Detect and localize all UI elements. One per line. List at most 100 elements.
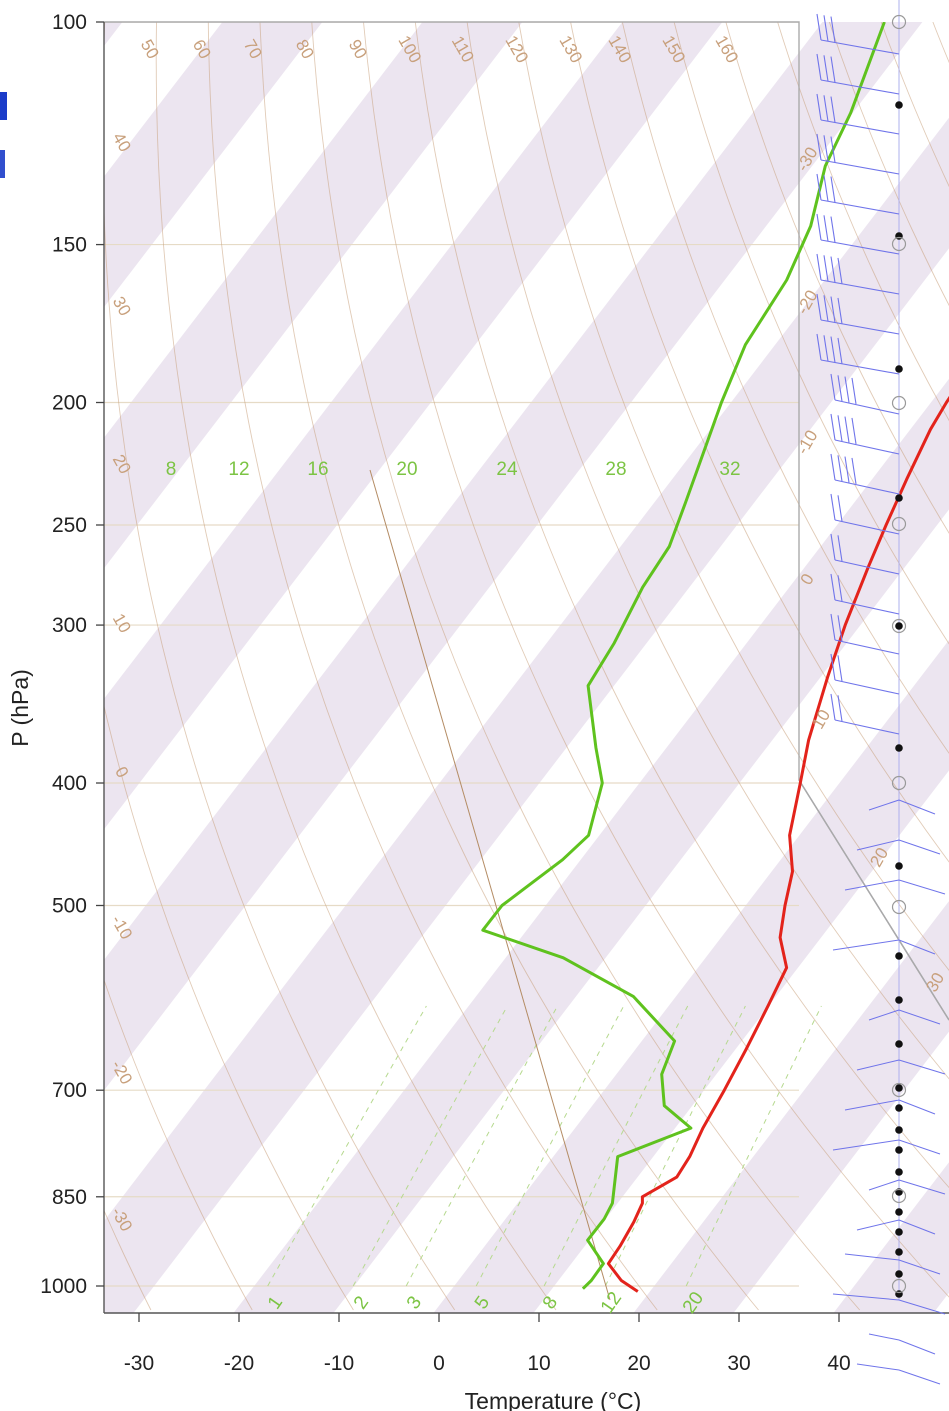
wind-barb-flag [830,373,836,401]
wind-barb-flag [830,296,836,323]
wind-barb-flag [816,133,822,161]
wind-level-dot [895,1228,903,1236]
mixing-ratio-label: 3 [403,1292,426,1313]
wind-barb-flag [816,93,822,121]
y-tick-label: 150 [52,234,87,257]
wind-barb-flag [837,375,843,402]
wind-barb [834,639,900,655]
mixing-ratio-line [543,1005,689,1287]
wind-barb-flag [837,297,843,324]
skew-band [104,117,949,1313]
x-tick-label: -20 [224,1352,254,1375]
wind-barb-flag [816,173,822,201]
wind-barb-flag [823,135,829,162]
wind-level-dot [895,996,903,1004]
edge-mark-top [0,92,7,120]
calm-wind-circle [891,14,907,30]
skew-band [104,22,723,830]
wind-level-dot [895,101,903,109]
y-tick-label: 250 [52,514,87,537]
wind-barb [898,799,936,815]
wind-level-dot [895,1208,903,1216]
wind-barb-flag [837,495,843,522]
mixing-ratio-label: 32 [719,459,740,480]
wind-barb-flag [823,95,829,122]
wind-barb-flag [830,136,836,163]
calm-wind-circle [891,236,907,252]
parcel-path-line [369,469,611,1301]
edge-mark-small [0,150,5,178]
x-tick-label: 0 [433,1352,445,1375]
calm-wind-circle [891,899,907,915]
calm-wind-circle [891,618,907,634]
wind-barb-flag [837,455,843,482]
temperature-profile [606,395,949,1293]
wind-barb-flag [823,335,829,362]
wind-barb-flag [851,457,857,484]
wind-barb [898,1339,936,1355]
wind-barb-flag [830,453,836,481]
wind-barb [856,1219,900,1231]
wind-level-dot [895,1146,903,1154]
wind-barb-column [816,0,946,1385]
wind-barb [844,879,900,891]
wind-barb [834,559,900,575]
skew-band [104,22,123,47]
wind-barb-flag [823,175,829,202]
wind-barb [868,1179,900,1191]
y-tick-label: 200 [52,392,87,415]
wind-barb-flag [851,377,857,404]
wind-level-dot [895,1104,903,1112]
wind-barb [834,719,900,735]
y-tick-label: 700 [52,1079,87,1102]
dry-adiabats [104,22,949,1311]
wind-barb [898,1219,936,1235]
mixing-ratio-label: 16 [307,459,328,480]
dry-adiabat [466,22,949,1080]
wind-barb [834,679,900,695]
skew-bands [104,22,949,1313]
edge-temp-label: 30 [109,293,135,319]
wind-barb-flag [830,16,836,43]
wind-level-dot [895,862,903,870]
skew-band [633,901,949,1313]
wind-barb [834,399,900,415]
y-tick-label: 100 [52,11,87,34]
wind-level-dot [895,622,903,630]
dry-adiabat [518,22,949,971]
dewpoint-profile [481,22,886,1290]
wind-barb [898,1099,936,1115]
mixing-ratio-line [267,1005,427,1287]
sounding-profiles [481,22,949,1293]
wind-barb-flag [830,336,836,363]
wind-barb [834,479,900,495]
mixing-ratio-line [685,1005,822,1287]
wind-barb [820,79,900,95]
mixing-ratio-label: 24 [496,459,518,480]
x-tick-label: 40 [827,1352,850,1375]
wind-barb-flag [830,693,836,721]
wind-barb-flag [816,53,822,81]
skew-band [104,22,923,1091]
wind-barb [856,1363,900,1371]
wind-barb [898,939,936,955]
calm-wind-circle [891,1188,907,1204]
wind-barb-flag [830,613,836,641]
wind-barb-flag [837,695,843,722]
wind-barb-flag [823,15,829,42]
wind-barb-flag [830,573,836,601]
wind-barb [898,839,941,855]
wind-barb [820,359,900,375]
dry-adiabat [311,22,861,1311]
y-tick-label: 850 [52,1186,87,1209]
wind-barb-flag [830,96,836,123]
wind-barb-flag [823,295,829,322]
plot-frame [103,21,949,1314]
wind-barb [898,1179,946,1195]
wind-barb-flag [830,413,836,441]
wind-barb [856,839,900,851]
mixing-ratio-label: 8 [539,1292,562,1313]
wind-barb [868,1333,900,1341]
wind-barb [820,319,900,335]
y-axis-label: P (hPa) [7,669,33,747]
